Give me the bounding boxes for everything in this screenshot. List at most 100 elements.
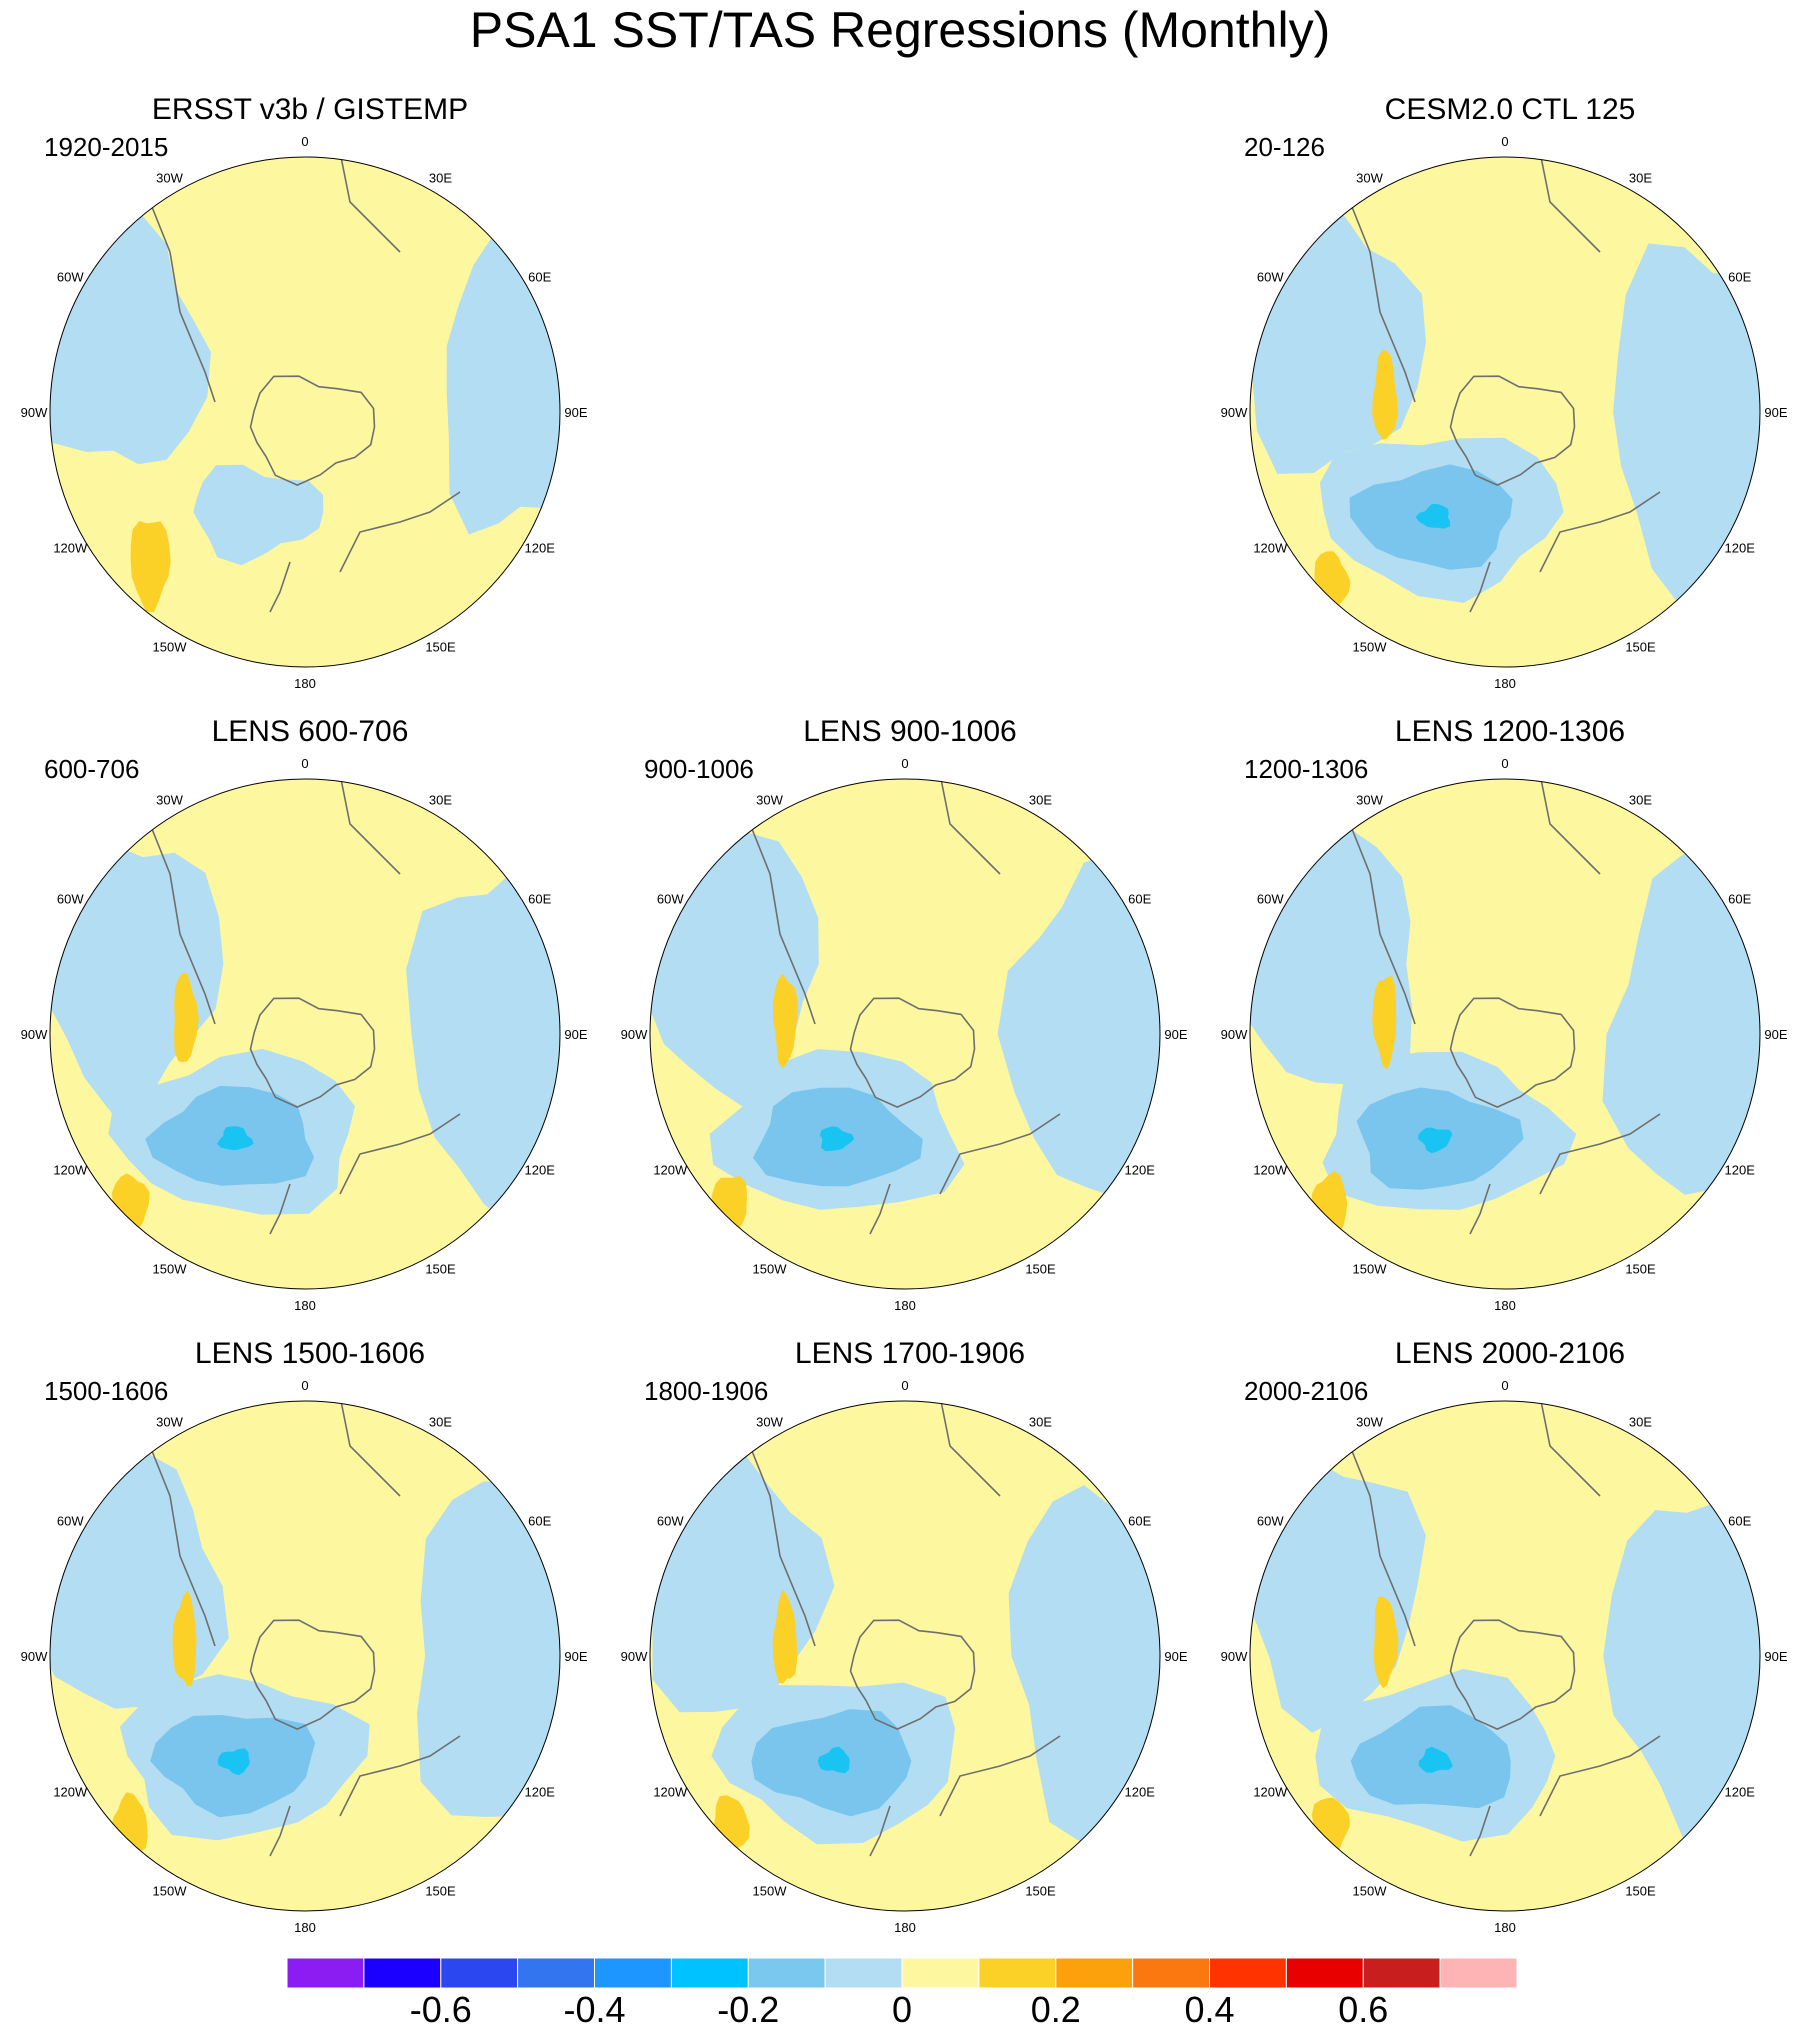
anomaly-region-positive bbox=[772, 1590, 798, 1684]
longitude-label: 60W bbox=[657, 1514, 684, 1529]
longitude-label: 120W bbox=[1253, 1785, 1288, 1800]
colorbar-tick-label: 0.6 bbox=[1338, 1989, 1389, 2030]
polar-map: 0 30E 60E 90E 120E 150E 180 150W 120W 90W 60W 30W bbox=[1221, 1378, 1788, 1935]
africa-coastline bbox=[1539, 779, 1601, 875]
longitude-label: 180 bbox=[1494, 1298, 1516, 1313]
panel-years: 20-126 bbox=[1240, 132, 1329, 162]
longitude-label: 150E bbox=[425, 640, 456, 655]
longitude-label: 60E bbox=[528, 270, 551, 285]
longitude-label: 60E bbox=[1728, 892, 1751, 907]
colorbar-swatch bbox=[1055, 1958, 1134, 1988]
australia-coastline bbox=[1539, 1735, 1661, 1817]
anomaly-region-negative bbox=[1250, 826, 1412, 1088]
longitude-label: 90E bbox=[564, 1027, 587, 1042]
longitude-label: 30W bbox=[1356, 792, 1383, 807]
map-panel-lens-1500: 0 30E 60E 90E 120E 150E 180 150W 120W 90W 60W 30W L… bbox=[21, 1336, 600, 1956]
colorbar-tick-label: -0.6 bbox=[409, 1989, 472, 2030]
antarctica-coastline bbox=[849, 997, 976, 1108]
anomaly-region-positive bbox=[1372, 349, 1398, 440]
colorbar-swatch bbox=[287, 1958, 365, 1988]
longitude-label: 30W bbox=[1356, 1414, 1383, 1429]
longitude-label: 150E bbox=[425, 1884, 456, 1899]
longitude-label: 120E bbox=[525, 1785, 556, 1800]
africa-coastline bbox=[939, 1401, 1001, 1497]
australia-coastline bbox=[339, 491, 461, 573]
colorbar-swatch bbox=[440, 1958, 519, 1988]
africa-coastline bbox=[1539, 1401, 1601, 1497]
longitude-label: 180 bbox=[894, 1920, 916, 1935]
longitude-label: 0 bbox=[901, 1378, 908, 1393]
colorbar-swatch bbox=[978, 1958, 1057, 1988]
longitude-label: 180 bbox=[294, 1920, 316, 1935]
panel-title: ERSST v3b / GISTEMP bbox=[151, 93, 469, 126]
panel-title: LENS 1200-1306 bbox=[1394, 715, 1626, 748]
panel-title: CESM2.0 CTL 125 bbox=[1384, 93, 1636, 126]
panel-title: LENS 900-1006 bbox=[803, 715, 1017, 748]
figure-title: PSA1 SST/TAS Regressions (Monthly) bbox=[469, 2, 1331, 58]
longitude-label: 90E bbox=[1764, 1649, 1787, 1664]
anomaly-region-positive bbox=[172, 1590, 197, 1686]
colorbar-swatch bbox=[1285, 1958, 1364, 1988]
longitude-label: 90E bbox=[1764, 1027, 1787, 1042]
longitude-label: 90W bbox=[21, 1649, 48, 1664]
longitude-label: 90E bbox=[1164, 1027, 1187, 1042]
antarctica-coastline bbox=[249, 1619, 376, 1730]
australia-coastline bbox=[339, 1113, 461, 1195]
longitude-label: 0 bbox=[301, 756, 308, 771]
longitude-label: 30W bbox=[756, 1414, 783, 1429]
longitude-label: 120E bbox=[1125, 1785, 1156, 1800]
polar-map: 0 30E 60E 90E 120E 150E 180 150W 120W 90W 60W 30W bbox=[21, 756, 588, 1313]
longitude-label: 30E bbox=[1629, 792, 1652, 807]
colorbar-tick-label: 0.2 bbox=[1030, 1989, 1081, 2030]
longitude-label: 150W bbox=[153, 1884, 188, 1899]
africa-coastline bbox=[339, 779, 401, 875]
colorbar-labels: -0.6 -0.4 -0.2 0 0.2 0.4 0.6 bbox=[0, 1990, 1800, 2030]
longitude-label: 120W bbox=[53, 541, 88, 556]
longitude-label: 60W bbox=[1257, 1514, 1284, 1529]
longitude-label: 180 bbox=[894, 1298, 916, 1313]
longitude-label: 120W bbox=[653, 1785, 688, 1800]
longitude-label: 30E bbox=[1029, 792, 1052, 807]
australia-coastline bbox=[939, 1735, 1061, 1817]
longitude-label: 60E bbox=[528, 1514, 551, 1529]
longitude-label: 150W bbox=[153, 640, 188, 655]
panel-title: LENS 600-706 bbox=[211, 715, 409, 748]
colorbar-swatch bbox=[517, 1958, 596, 1988]
anomaly-region-negative bbox=[1415, 504, 1450, 529]
longitude-label: 150W bbox=[1353, 1262, 1388, 1277]
longitude-label: 90W bbox=[21, 405, 48, 420]
longitude-label: 0 bbox=[1501, 756, 1508, 771]
australia-coastline bbox=[339, 1735, 461, 1817]
anomaly-region-negative bbox=[193, 464, 324, 566]
anomaly-region-positive bbox=[772, 974, 798, 1069]
new-zealand-coastline bbox=[869, 1805, 891, 1857]
longitude-label: 30E bbox=[1629, 1414, 1652, 1429]
longitude-label: 120W bbox=[1253, 1163, 1288, 1178]
panel-years: 1500-1606 bbox=[40, 1376, 173, 1406]
longitude-label: 120E bbox=[1725, 1163, 1756, 1178]
australia-coastline bbox=[1539, 1113, 1661, 1195]
anomaly-region-negative bbox=[997, 852, 1160, 1203]
anomaly-region-positive bbox=[1373, 1596, 1399, 1689]
longitude-label: 60W bbox=[57, 1514, 84, 1529]
map-boundary bbox=[49, 1400, 561, 1912]
longitude-label: 30E bbox=[429, 170, 452, 185]
antarctica-coastline bbox=[249, 997, 376, 1108]
longitude-label: 30E bbox=[429, 792, 452, 807]
new-zealand-coastline bbox=[1469, 1183, 1491, 1235]
anomaly-region-positive bbox=[1372, 975, 1397, 1070]
panel-years: 2000-2106 bbox=[1240, 1376, 1373, 1406]
longitude-label: 60W bbox=[1257, 270, 1284, 285]
polar-map: 0 30E 60E 90E 120E 150E 180 150W 120W 90W 60W 30W bbox=[1221, 756, 1788, 1313]
longitude-label: 30E bbox=[1629, 170, 1652, 185]
new-zealand-coastline bbox=[1469, 561, 1491, 613]
longitude-label: 120E bbox=[525, 1163, 556, 1178]
africa-coastline bbox=[939, 779, 1001, 875]
colorbar-swatch bbox=[670, 1958, 749, 1988]
anomaly-region-negative bbox=[446, 231, 560, 535]
longitude-label: 0 bbox=[1501, 134, 1508, 149]
polar-map: 0 30E 60E 90E 120E 150E 180 150W 120W 90W 60W 30W bbox=[621, 756, 1188, 1313]
new-zealand-coastline bbox=[269, 1183, 291, 1235]
colorbar-swatch bbox=[824, 1958, 903, 1988]
longitude-label: 0 bbox=[1501, 1378, 1508, 1393]
